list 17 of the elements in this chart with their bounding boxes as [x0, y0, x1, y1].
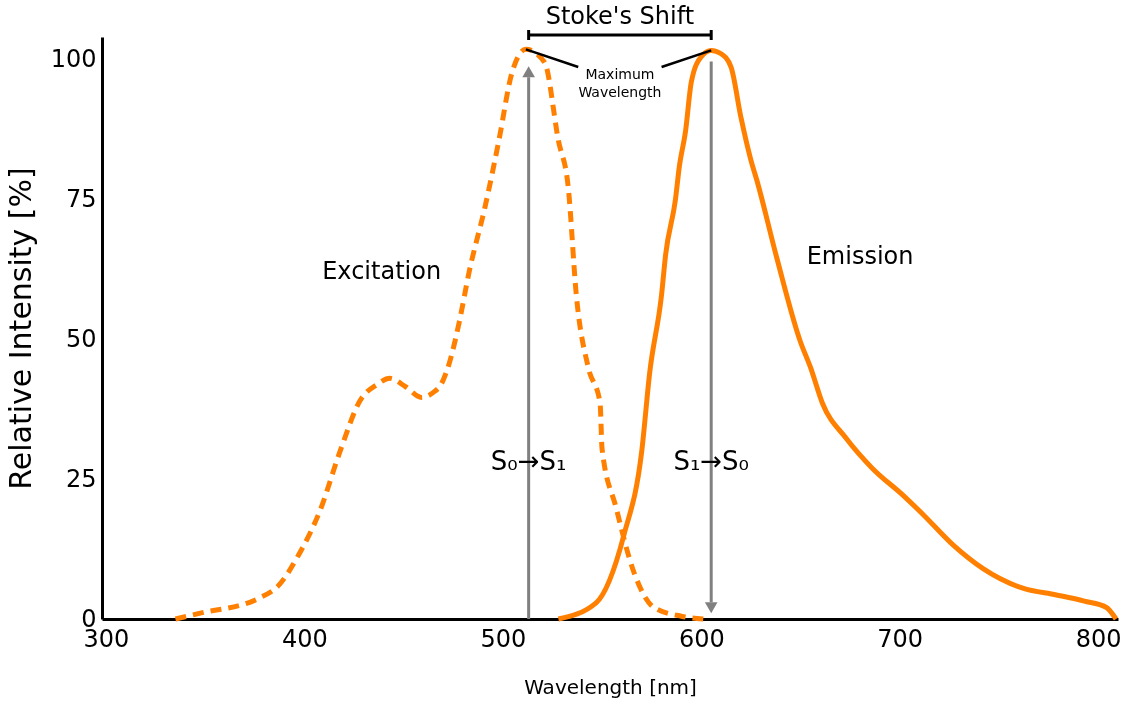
ref-line-label: S₀→S₁: [490, 445, 567, 476]
x-tick-label: 600: [678, 624, 725, 653]
x-tick-label: 400: [282, 624, 328, 653]
annotation: Maximum Wavelength: [578, 65, 662, 100]
x-tick-label: 800: [1075, 624, 1122, 653]
y-tick-label: 50: [65, 324, 97, 353]
ref-line-label: S₁→S₀: [673, 445, 750, 476]
y-tick-label: 100: [50, 44, 97, 73]
x-axis-title: Wavelength [nm]: [524, 674, 697, 699]
text: Stoke's Shift: [545, 2, 695, 30]
y-axis-title: Relative Intensity [%]: [2, 167, 38, 490]
series-label: Emission: [806, 242, 914, 271]
y-tick-label: 25: [65, 464, 97, 493]
y-tick-label: 75: [65, 184, 97, 213]
series-label: Excitation: [322, 257, 442, 286]
x-tick-label: 500: [480, 624, 527, 653]
x-tick-label: 700: [877, 624, 924, 653]
